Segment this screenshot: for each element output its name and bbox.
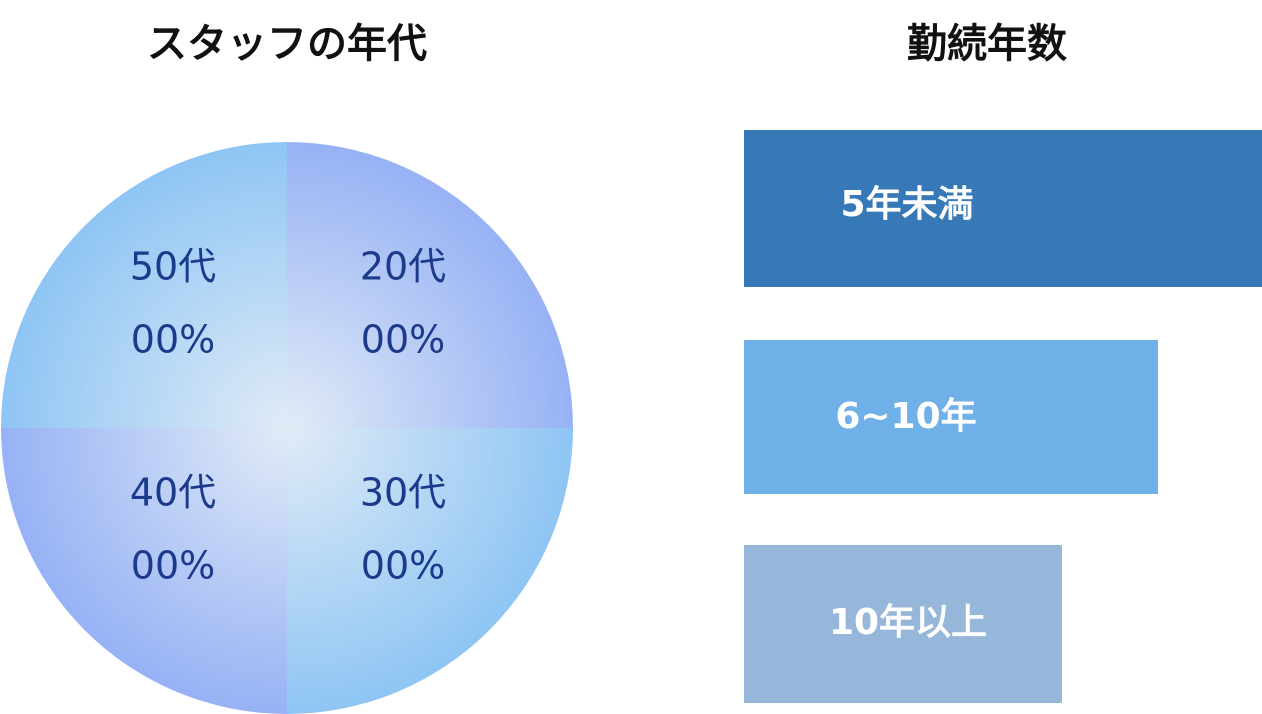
pie-segment <box>287 428 573 714</box>
pie-title: スタッフの年代 <box>147 21 427 67</box>
bars-title: 勤続年数 <box>907 21 1067 67</box>
segment-label: 40代 <box>130 471 216 515</box>
segment-value: 00% <box>131 544 215 588</box>
pie-segment <box>1 428 287 714</box>
segment-label: 50代 <box>130 245 216 289</box>
bar <box>744 340 1158 494</box>
segment-label: 30代 <box>360 471 446 515</box>
pie <box>1 142 573 714</box>
bar-label: 5年未満 <box>840 184 973 225</box>
bar <box>744 545 1062 703</box>
segment-value: 00% <box>361 318 445 362</box>
pie-segment <box>1 142 287 428</box>
bar-label: 10年以上 <box>829 602 987 643</box>
segment-label: 20代 <box>360 245 446 289</box>
segment-value: 00% <box>131 318 215 362</box>
pie-segment <box>287 142 573 428</box>
bar <box>744 130 1262 287</box>
segment-value: 00% <box>361 544 445 588</box>
bar-label: 6~10年 <box>835 396 976 437</box>
